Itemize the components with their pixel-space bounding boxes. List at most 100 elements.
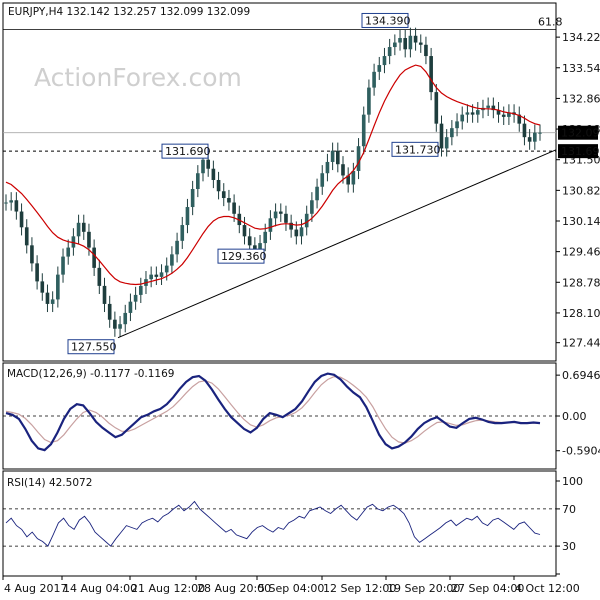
- candle-body: [517, 114, 522, 124]
- rsi-axis: 100 70 30: [556, 475, 583, 575]
- candle-body: [522, 123, 527, 138]
- candle-body: [175, 240, 179, 255]
- price-tick-label: 129.460: [562, 246, 600, 259]
- macd-tick-label: 0.00: [562, 410, 587, 423]
- candle-body: [507, 112, 511, 117]
- macd-panel: MACD(12,26,9) -0.1177 -0.1169: [2, 362, 557, 470]
- candle-body: [9, 200, 13, 203]
- price-annotation-label: 131.690: [165, 145, 211, 158]
- candle-body: [66, 247, 71, 257]
- price-annotation-box: [217, 248, 265, 264]
- candle-body: [387, 47, 392, 57]
- candle-body: [413, 35, 418, 43]
- price-panel-frame: [2, 2, 557, 362]
- price-annotation-label: 127.550: [71, 341, 117, 354]
- price-tick-label: 132.860: [562, 92, 600, 105]
- price-panel: ActionForex.com EURJPY,H4 132.142 132.25…: [2, 2, 563, 362]
- price-annotations: 134.390 131.690 131.730 129.360 127.550: [67, 12, 441, 355]
- candle-body: [294, 229, 299, 237]
- candle-body: [118, 324, 122, 329]
- rsi-panel-frame: [2, 470, 557, 577]
- candle-body: [356, 146, 361, 171]
- candle-body: [361, 114, 366, 147]
- price-annotation-label: 129.360: [221, 250, 267, 263]
- candle-body: [491, 105, 496, 111]
- candle-body: [486, 105, 490, 108]
- price-annotation-label: 131.730: [395, 143, 441, 156]
- price-annotation-box: [67, 339, 115, 355]
- candle-body: [50, 299, 55, 304]
- candle-body: [403, 38, 408, 50]
- candle-body: [258, 243, 262, 253]
- candle-body: [227, 198, 231, 203]
- candle-body: [418, 42, 423, 45]
- support-price-tag: [558, 144, 598, 159]
- candle-body: [97, 267, 102, 286]
- macd-panel-title: MACD(12,26,9) -0.1177 -0.1169: [7, 368, 174, 380]
- candle-body: [496, 110, 501, 115]
- time-tick-label: 19 Sep 20:00: [387, 582, 460, 595]
- candle-body: [56, 274, 60, 300]
- rsi-panel: RSI(14) 42.5072: [2, 470, 557, 577]
- candle-body: [377, 65, 382, 72]
- rsi-tick-label: 100: [562, 475, 583, 488]
- candle-body: [113, 319, 117, 329]
- candle-body: [232, 202, 236, 214]
- candle-body: [284, 213, 288, 223]
- time-tick-label: 5 Sep 04:00: [258, 582, 324, 595]
- price-series: [4, 27, 557, 339]
- candle-body: [190, 189, 195, 208]
- price-reference-lines: 61.8: [3, 15, 563, 152]
- candle-body: [444, 137, 449, 149]
- candle-body: [434, 92, 439, 124]
- candle-body: [429, 56, 433, 93]
- candle-body: [201, 159, 205, 174]
- candle-body: [424, 44, 428, 57]
- candle-body: [393, 42, 397, 48]
- candle-body: [465, 112, 470, 115]
- candle-body: [538, 132, 542, 134]
- candle-body: [320, 173, 325, 187]
- candle-body: [533, 132, 537, 142]
- candle-body: [382, 56, 387, 66]
- rsi-tick-label: 30: [562, 540, 576, 553]
- candle-body: [4, 202, 8, 204]
- candle-body: [206, 159, 211, 169]
- candle-body: [185, 207, 190, 226]
- candle-body: [123, 312, 128, 325]
- candle-body: [107, 303, 112, 320]
- candle-body: [40, 281, 45, 293]
- price-tick-label: 130.140: [562, 215, 600, 228]
- candle-body: [24, 227, 29, 246]
- price-tick-label: 130.820: [562, 184, 600, 197]
- candle-body: [475, 110, 480, 115]
- candle-body: [268, 218, 273, 232]
- macd-signal-line: [5, 375, 540, 444]
- candle-body: [310, 200, 314, 214]
- candle-body: [527, 137, 532, 142]
- price-tick-label: 127.440: [562, 337, 600, 350]
- candle-body: [289, 222, 293, 230]
- candle-body: [138, 285, 143, 295]
- candle-body: [330, 150, 335, 162]
- candle-body: [14, 200, 19, 212]
- candle-body: [372, 71, 376, 88]
- price-annotation-box: [161, 143, 209, 159]
- candle-body: [170, 254, 174, 266]
- candle-body: [450, 128, 454, 138]
- candle-body: [211, 168, 216, 180]
- candle-body: [30, 245, 34, 264]
- candle-body: [315, 186, 319, 201]
- candle-body: [159, 272, 164, 277]
- candle-body: [247, 236, 252, 246]
- candle-body: [221, 191, 226, 199]
- candle-body: [61, 256, 65, 275]
- candle-body: [470, 112, 475, 115]
- candle-body: [76, 222, 81, 237]
- price-tick-label: 128.780: [562, 276, 600, 289]
- macd-tick-label: 0.6946: [562, 369, 600, 382]
- moving-average-line: [5, 64, 541, 286]
- candle-body: [92, 247, 96, 268]
- candle-body: [102, 285, 107, 304]
